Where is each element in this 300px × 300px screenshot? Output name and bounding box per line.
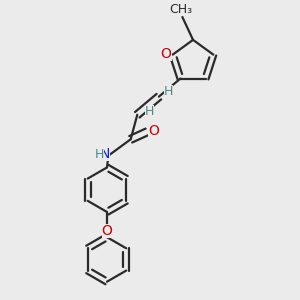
- Text: O: O: [101, 224, 112, 238]
- Text: O: O: [161, 47, 172, 61]
- Text: H: H: [164, 85, 173, 98]
- Text: CH₃: CH₃: [169, 3, 192, 16]
- Text: H: H: [95, 148, 104, 161]
- Text: N: N: [100, 147, 110, 161]
- Text: O: O: [148, 124, 159, 138]
- Text: H: H: [145, 105, 154, 119]
